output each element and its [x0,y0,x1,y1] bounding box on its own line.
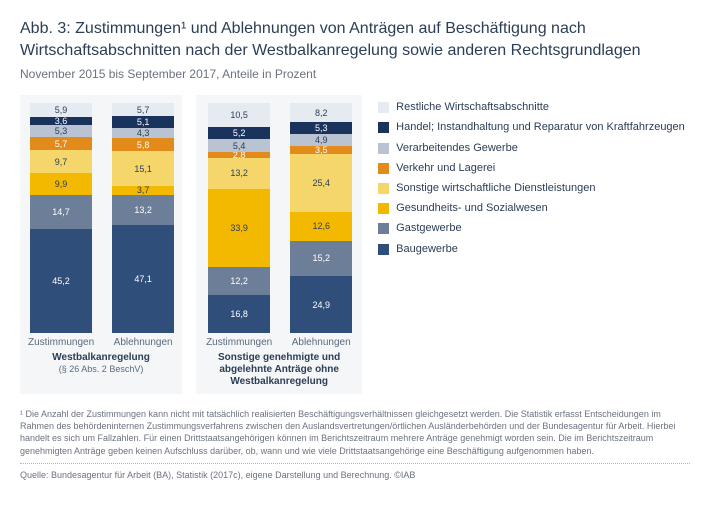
bar-segment: 12,2 [208,267,270,295]
legend-item: Verkehr und Lagerei [378,162,685,175]
divider [20,463,690,464]
bar-segment: 12,6 [290,212,352,241]
bar-segment: 8,2 [290,103,352,122]
legend-item: Gesundheits- und Sozialwesen [378,202,685,215]
legend-item: Sonstige wirtschaftliche Dienstleistunge… [378,182,685,195]
bar-segment: 15,1 [112,151,174,186]
bar-row: 16,812,233,913,22,85,45,210,5 Zustimmunge… [206,103,352,348]
legend-item: Baugewerbe [378,243,685,256]
bar-segment: 24,9 [290,276,352,333]
legend-label: Gastgewerbe [396,222,461,235]
bar-segment: 9,7 [30,150,92,172]
bar-segment: 45,2 [30,229,92,333]
legend-swatch [378,223,389,234]
chart-group: 16,812,233,913,22,85,45,210,5 Zustimmunge… [196,95,362,394]
bar-segment: 3,5 [290,146,352,154]
bar-segment: 14,7 [30,195,92,229]
legend-label: Restliche Wirtschaftsabschnitte [396,101,549,114]
stacked-bar: 16,812,233,913,22,85,45,210,5 [208,103,270,333]
legend-swatch [378,143,389,154]
bar-row: 45,214,79,99,75,75,33,65,9Zustimmungen47… [28,103,174,348]
bar-segment: 13,2 [112,195,174,225]
legend-swatch [378,203,389,214]
group-label: Sonstige genehmigte und abgelehnte Anträ… [204,352,354,388]
chart-group: 45,214,79,99,75,75,33,65,9Zustimmungen47… [20,95,182,394]
bar-segment: 5,9 [30,103,92,117]
bar-segment: 5,3 [290,122,352,134]
bar-segment: 3,6 [30,117,92,125]
charts-container: 45,214,79,99,75,75,33,65,9Zustimmungen47… [20,95,362,394]
bar-column: 45,214,79,99,75,75,33,65,9 Zustimmungen [28,103,94,348]
bar-label: Ablehnungen [292,337,351,348]
legend-label: Baugewerbe [396,243,458,256]
group-label: Westbalkanregelung(§ 26 Abs. 2 BeschV) [52,352,150,375]
bar-segment: 5,1 [112,116,174,128]
legend: Restliche Wirtschaftsabschnitte Handel; I… [378,95,685,394]
bar-label: Ablehnungen [114,337,173,348]
legend-label: Sonstige wirtschaftliche Dienstleistunge… [396,182,595,195]
bar-segment: 5,3 [30,125,92,137]
bar-segment: 10,5 [208,103,270,127]
legend-label: Gesundheits- und Sozialwesen [396,202,548,215]
bar-segment: 5,2 [208,127,270,139]
legend-swatch [378,102,389,113]
legend-label: Handel; Instandhaltung und Reparatur von… [396,121,685,134]
bar-segment: 5,8 [112,138,174,151]
legend-swatch [378,163,389,174]
main-area: 45,214,79,99,75,75,33,65,9Zustimmungen47… [20,95,690,394]
bar-segment: 16,8 [208,295,270,334]
bar-segment: 9,9 [30,173,92,196]
group-sublabel: (§ 26 Abs. 2 BeschV) [52,364,150,375]
chart-subtitle: November 2015 bis September 2017, Anteil… [20,67,690,81]
bar-label: Zustimmungen [206,337,272,348]
legend-swatch [378,244,389,255]
legend-item: Gastgewerbe [378,222,685,235]
bar-column: 16,812,233,913,22,85,45,210,5 Zustimmunge… [206,103,272,348]
bar-column: 24,915,212,625,43,54,95,38,2 Ablehnungen [290,103,352,348]
legend-swatch [378,122,389,133]
chart-title: Abb. 3: Zustimmungen¹ und Ablehnungen vo… [20,18,690,61]
bar-segment: 13,2 [208,158,270,188]
legend-label: Verkehr und Lagerei [396,162,495,175]
stacked-bar: 24,915,212,625,43,54,95,38,2 [290,103,352,333]
bar-segment: 3,7 [112,186,174,195]
stacked-bar: 47,113,23,715,15,84,35,15,7 [112,103,174,333]
stacked-bar: 45,214,79,99,75,75,33,65,9 [30,103,92,333]
bar-segment: 4,3 [112,128,174,138]
bar-column: 47,113,23,715,15,84,35,15,7 Ablehnungen [112,103,174,348]
bar-segment: 5,4 [208,139,270,151]
bar-segment: 33,9 [208,189,270,267]
bar-segment: 15,2 [290,241,352,276]
bar-segment: 47,1 [112,225,174,333]
legend-label: Verarbeitendes Gewerbe [396,142,518,155]
footnote: ¹ Die Anzahl der Zustimmungen kann nicht… [20,408,690,457]
legend-swatch [378,183,389,194]
legend-item: Restliche Wirtschaftsabschnitte [378,101,685,114]
bar-label: Zustimmungen [28,337,94,348]
legend-item: Verarbeitendes Gewerbe [378,142,685,155]
bar-segment: 5,7 [112,103,174,116]
bar-segment: 25,4 [290,154,352,212]
bar-segment: 5,7 [30,137,92,150]
source-line: Quelle: Bundesagentur für Arbeit (BA), S… [20,470,690,480]
legend-item: Handel; Instandhaltung und Reparatur von… [378,121,685,134]
bar-segment: 4,9 [290,134,352,145]
